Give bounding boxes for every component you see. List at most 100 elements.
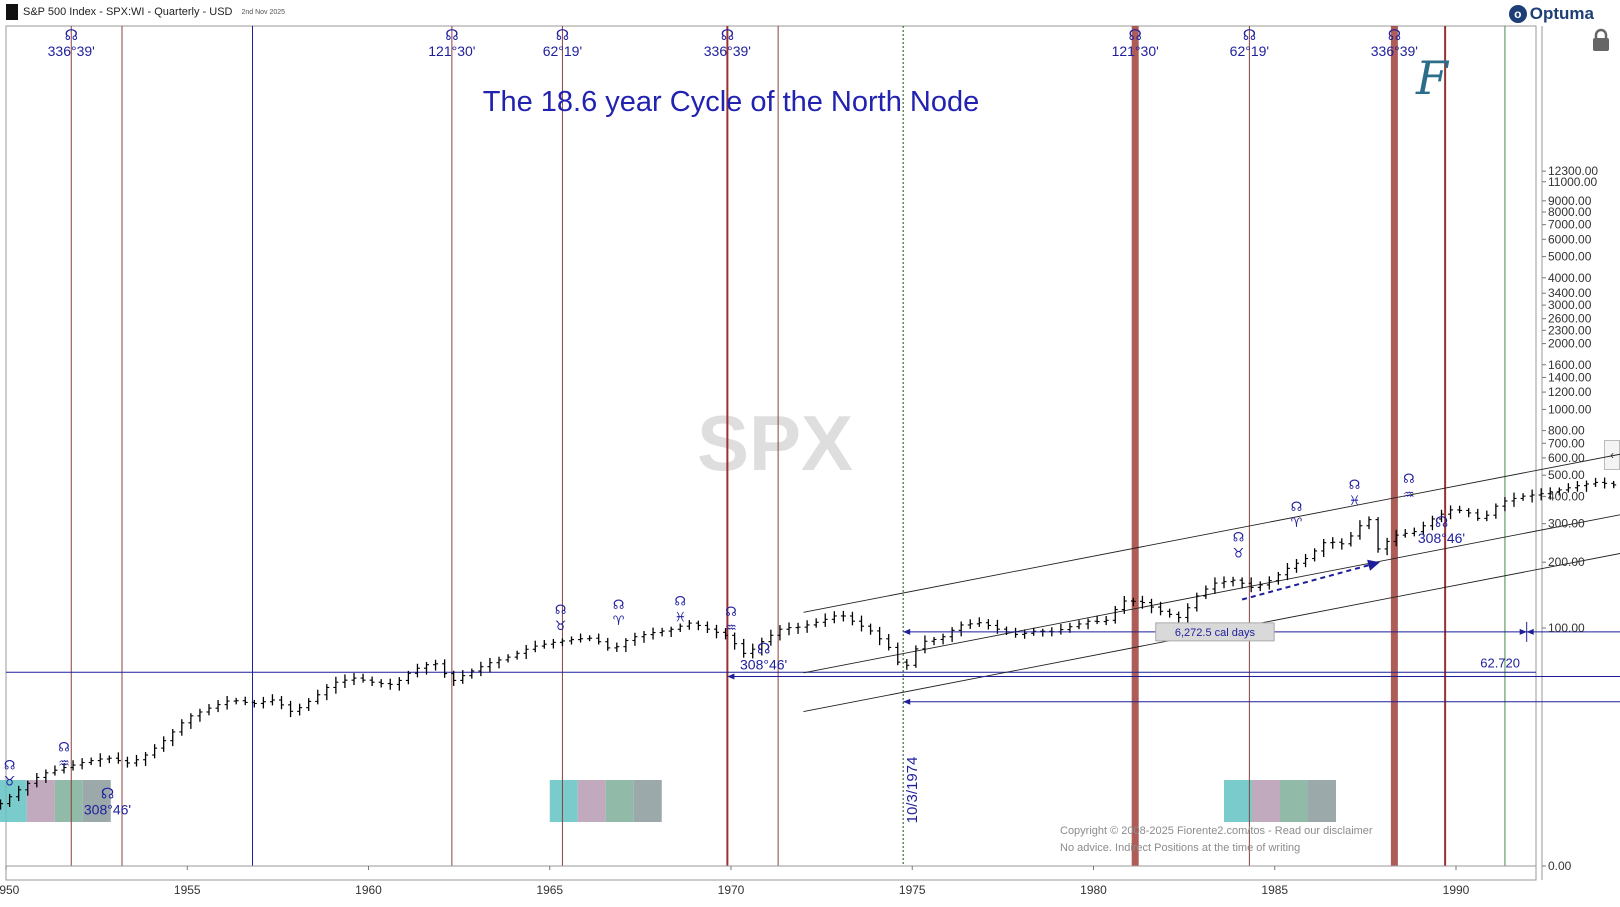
x-tick-label: 1965 — [536, 883, 563, 897]
color-band-segment — [0, 780, 27, 822]
y-tick-label: 3000.00 — [1548, 298, 1592, 312]
span-arrow-left — [903, 698, 911, 705]
node-degree-label: 62°19' — [1230, 43, 1269, 59]
x-tick-label: 1955 — [174, 883, 201, 897]
north-node-icon: ☊ — [1233, 531, 1245, 546]
brand-name: Optuma — [1529, 4, 1594, 23]
x-tick-label: 1990 — [1443, 883, 1470, 897]
app-logo-icon — [6, 4, 18, 20]
zodiac-sign-icon: ♒ — [1403, 488, 1415, 503]
color-band-segment — [577, 780, 606, 822]
node-degree-label: 336°39' — [704, 43, 751, 59]
color-band-segment — [1224, 780, 1252, 822]
north-node-icon: ☊ — [556, 26, 569, 44]
zodiac-sign-icon: ♈ — [1291, 516, 1303, 531]
y-tick-label: 1200.00 — [1548, 385, 1592, 399]
span-arrow-left — [903, 628, 911, 635]
north-node-icon: ☊ — [101, 785, 114, 803]
node-degree-label: 121°30' — [1112, 43, 1159, 59]
y-tick-label: 2300.00 — [1548, 323, 1592, 337]
north-node-icon: ☊ — [1435, 513, 1448, 531]
node-degree-label: 336°39' — [1371, 43, 1418, 59]
color-band-segment — [633, 780, 662, 822]
span-label: 6,272.5 cal days — [1175, 627, 1256, 639]
node-degree-label: 308°46' — [740, 657, 787, 673]
y-tick-label: 2000.00 — [1548, 337, 1592, 351]
color-band-segment — [54, 780, 83, 822]
copyright-text: No advice. Indirect Positions at the tim… — [1060, 842, 1300, 854]
y-tick-label: 3400.00 — [1548, 286, 1592, 300]
span-arrow-right — [1519, 628, 1527, 635]
trend-channel-line — [803, 553, 1620, 712]
color-band-segment — [1252, 780, 1280, 822]
node-degree-label: 336°39' — [48, 43, 95, 59]
span-arrow-left — [727, 673, 735, 680]
y-tick-label: 1000.00 — [1548, 402, 1592, 416]
y-tick-label: 11000.00 — [1548, 175, 1597, 189]
north-node-icon: ☊ — [555, 603, 567, 618]
north-node-icon: ☊ — [1388, 26, 1401, 44]
color-band-segment — [1308, 780, 1336, 822]
y-tick-label: 600.00 — [1548, 451, 1585, 465]
optuma-logo-icon: o — [1508, 5, 1527, 23]
price-level-label: 62.720 — [1480, 655, 1520, 670]
trend-channel-line — [803, 514, 1620, 674]
plot-area — [5, 25, 1537, 881]
trend-channel-line — [803, 453, 1620, 613]
zodiac-sign-icon: ♒ — [58, 757, 70, 772]
north-node-icon: ☊ — [1403, 472, 1415, 487]
color-band-segment — [82, 780, 111, 822]
zodiac-sign-icon: ♈ — [613, 614, 625, 629]
y-tick-label: 7000.00 — [1548, 218, 1592, 232]
north-node-icon: ☊ — [1243, 26, 1256, 44]
span-arrow-left — [1526, 628, 1534, 635]
north-node-icon: ☊ — [725, 605, 737, 620]
north-node-icon: ☊ — [4, 759, 16, 774]
y-tick-label: 12300.00 — [1548, 164, 1598, 178]
optuma-brand: o Optuma — [1508, 4, 1594, 24]
north-node-icon: ☊ — [445, 26, 458, 44]
node-degree-label: 121°30' — [428, 43, 475, 59]
x-tick-label: 1970 — [718, 883, 745, 897]
y-tick-label: 2600.00 — [1548, 312, 1592, 326]
node-degree-label: 308°46' — [1418, 530, 1465, 546]
zodiac-sign-icon: ♉ — [555, 619, 567, 634]
y-tick-label: 8000.00 — [1548, 205, 1592, 219]
chart-title: The 18.6 year Cycle of the North Node — [483, 86, 979, 118]
color-band-segment — [26, 780, 55, 822]
chart-header: S&P 500 Index - SPX:WI - Quarterly - USD… — [6, 2, 285, 22]
north-node-icon: ☊ — [757, 640, 770, 658]
y-tick-label: 500.00 — [1548, 468, 1585, 482]
chart-date: 2nd Nov 2025 — [241, 8, 286, 16]
dashed-arrow-line — [1241, 561, 1381, 601]
y-tick-label: 4000.00 — [1548, 271, 1592, 285]
x-tick-label: 1950 — [0, 883, 20, 897]
north-node-icon: ☊ — [1349, 478, 1361, 493]
fiorente-logo-icon: F — [1415, 51, 1450, 105]
chart-instrument-title: S&P 500 Index - SPX:WI - Quarterly - USD — [23, 6, 233, 18]
x-tick-label: 1960 — [355, 883, 382, 897]
lock-icon[interactable] — [1591, 28, 1611, 52]
y-tick-label: 1400.00 — [1548, 370, 1592, 384]
x-tick-label: 1980 — [1080, 883, 1107, 897]
price-series — [0, 477, 1617, 810]
north-node-icon: ☊ — [1291, 500, 1303, 515]
y-tick-label: 400.00 — [1548, 489, 1585, 503]
north-node-icon: ☊ — [721, 26, 734, 44]
copyright-text: Copyright © 2008-2025 Fiorente2.com/tos … — [1060, 825, 1373, 837]
north-node-icon: ☊ — [674, 595, 686, 610]
color-band-segment — [549, 780, 578, 822]
color-band-segment — [1280, 780, 1308, 822]
north-node-icon: ☊ — [58, 741, 70, 756]
span-label-box — [1155, 622, 1275, 642]
y-tick-label: 300.00 — [1548, 517, 1585, 531]
y-tick-label: 5000.00 — [1548, 250, 1592, 264]
y-tick-label: 0.00 — [1548, 859, 1572, 873]
zodiac-sign-icon: ♓ — [1349, 494, 1361, 509]
zodiac-sign-icon: ♉ — [4, 775, 16, 790]
y-tick-label: 9000.00 — [1548, 194, 1592, 208]
arrow-head — [1367, 559, 1380, 571]
north-node-icon: ☊ — [613, 598, 625, 613]
y-tick-label: 700.00 — [1548, 436, 1585, 450]
